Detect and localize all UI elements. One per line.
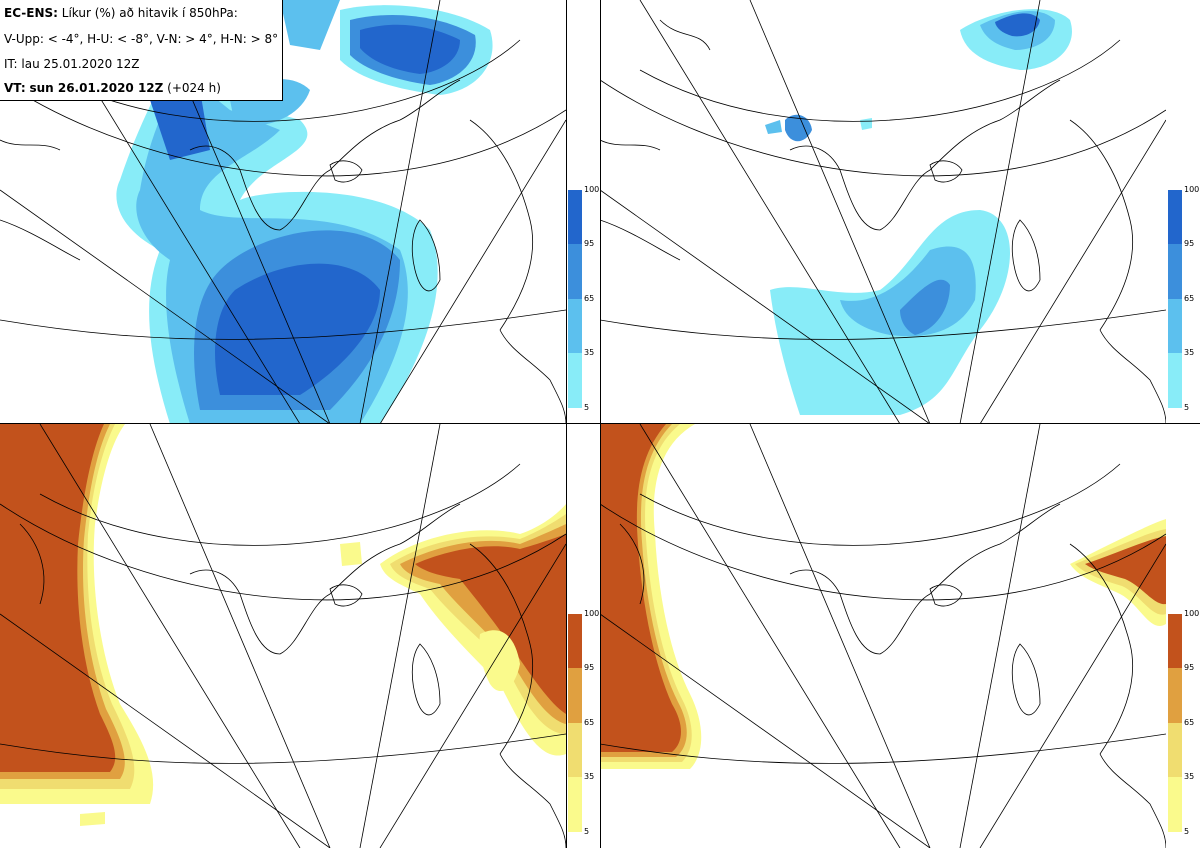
tick-label: 35 <box>584 348 595 357</box>
panel-bottom-left <box>0 424 566 848</box>
tick-label: 95 <box>584 239 595 248</box>
tick-label: 95 <box>1184 663 1195 672</box>
tick-label: 35 <box>1184 772 1195 781</box>
coastlines <box>0 79 566 424</box>
tick-label: 100 <box>584 609 600 618</box>
tick-label: 65 <box>584 294 595 303</box>
panel-top-right <box>600 0 1166 424</box>
tick-label: 95 <box>584 663 595 672</box>
tick-label: 5 <box>1184 403 1190 412</box>
lead-time: (+024 h) <box>163 81 221 95</box>
tick-label: 100 <box>1184 609 1200 618</box>
tick-label: 35 <box>1184 348 1195 357</box>
colorbar-cold-left: 100 95 65 35 5 <box>568 185 599 412</box>
tick-label: 5 <box>584 827 590 836</box>
colorbar-segment <box>568 668 582 723</box>
graticule <box>600 424 1166 848</box>
colorbar-segment <box>1168 244 1182 299</box>
probability-field <box>600 424 1166 769</box>
colorbar-segment <box>1168 777 1182 832</box>
tick-label: 95 <box>1184 239 1195 248</box>
probability-field <box>0 424 566 826</box>
colorbar-warm-left: 100 95 65 35 5 <box>568 609 599 836</box>
title-text: Líkur (%) að hitavik í 850hPa: <box>57 6 238 20</box>
panel-top-left: EC-ENS: Líkur (%) að hitavik í 850hPa: V… <box>0 0 566 424</box>
colorbar-cold-right: 100 95 65 35 5 <box>1168 185 1199 412</box>
colorbar-warm-right: 100 95 65 35 5 <box>1168 609 1199 836</box>
vertical-divider-left <box>566 0 567 848</box>
colorbar-segment <box>568 190 582 244</box>
initial-time: IT: lau 25.01.2020 12Z <box>4 57 140 71</box>
graticule <box>0 424 566 848</box>
colorbar-segment <box>1168 723 1182 777</box>
tick-label: 5 <box>1184 827 1190 836</box>
tick-label: 5 <box>584 403 590 412</box>
valid-label: VT: <box>4 81 26 95</box>
colorbar-segment <box>1168 299 1182 353</box>
map-warm-4 <box>0 424 566 848</box>
tick-label: 100 <box>1184 185 1200 194</box>
coastlines <box>619 503 1166 848</box>
valid-time: sun 26.01.2020 12Z <box>29 81 164 95</box>
coastlines <box>600 19 1166 424</box>
colorbar-segment <box>568 353 582 408</box>
colorbar-segment <box>568 723 582 777</box>
probability-field <box>765 9 1072 415</box>
colorbar-segment <box>568 244 582 299</box>
map-cold-4 <box>0 0 566 424</box>
graticule <box>600 0 1166 424</box>
map-cold-8 <box>600 0 1166 424</box>
colorbar-segment <box>568 614 582 668</box>
colorbar-segment <box>568 299 582 353</box>
colorbar-segment <box>1168 190 1182 244</box>
colorbar-segment <box>1168 614 1182 668</box>
tick-label: 65 <box>1184 718 1195 727</box>
tick-label: 65 <box>584 718 595 727</box>
tick-label: 100 <box>584 185 600 194</box>
tick-label: 65 <box>1184 294 1195 303</box>
coastlines <box>19 503 566 848</box>
vertical-divider-right <box>600 0 601 848</box>
legend-header: EC-ENS: Líkur (%) að hitavik í 850hPa: V… <box>0 0 283 101</box>
colorbar-segment <box>568 777 582 832</box>
colorbar-segment <box>1168 668 1182 723</box>
tick-label: 35 <box>584 772 595 781</box>
colorbar-segment <box>1168 353 1182 408</box>
panel-bottom-right <box>600 424 1166 848</box>
criteria-text: V-Upp: < -4°, H-U: < -8°, V-N: > 4°, H-N… <box>4 32 279 46</box>
map-warm-8 <box>600 424 1166 848</box>
model-label: EC-ENS: <box>4 6 58 20</box>
